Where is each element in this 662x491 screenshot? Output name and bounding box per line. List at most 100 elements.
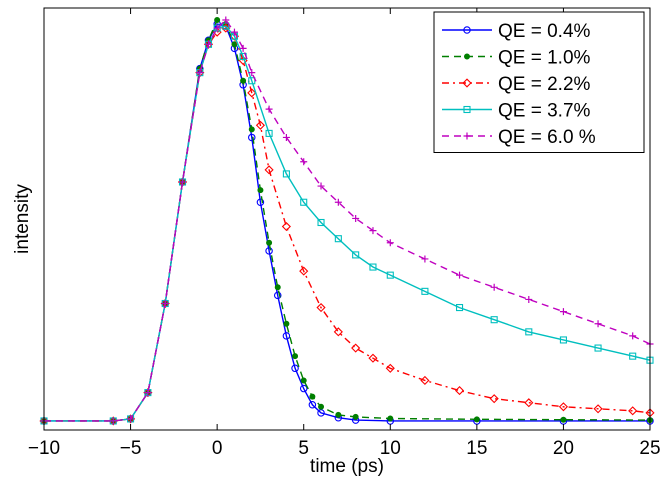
data-point [368,353,378,363]
data-point [265,105,273,113]
data-point [300,198,308,206]
data-point [127,415,135,423]
data-point [385,363,395,373]
legend-label: QE = 3.7% [498,101,591,122]
data-point [463,132,471,140]
legend-item: QE = 2.2% [442,74,591,95]
y-axis-label: intensity [12,184,33,254]
x-axis-label: time (ps) [310,456,384,477]
data-point [490,316,498,324]
data-point [204,40,212,48]
data-point [386,239,394,247]
data-point [558,402,569,412]
data-point [282,332,291,340]
data-point [317,182,325,190]
data-point [257,187,264,194]
legend-item: QE = 1.0% [442,48,591,69]
data-point [300,377,307,384]
data-point [239,44,247,52]
data-point [629,352,637,360]
data-point [386,271,394,279]
x-tick-label: 15 [466,438,487,459]
data-point [525,295,533,303]
data-point [421,287,429,295]
data-point [463,53,470,60]
data-point [248,77,256,85]
data-point [629,332,637,340]
x-tick-label: 20 [553,438,574,459]
legend-label: QE = 1.0% [498,48,591,69]
data-point [559,308,567,316]
data-point [352,413,359,420]
x-tick-label: 5 [298,438,309,459]
data-point [265,129,273,137]
data-point [283,320,290,327]
data-point [309,393,316,400]
data-point [196,69,204,77]
data-point [316,302,326,313]
data-point [161,300,169,307]
data-point [230,28,238,36]
legend-item: QE = 0.4% [442,21,591,42]
data-point [594,320,602,328]
data-point [308,400,317,409]
data-point [594,344,602,352]
data-point [352,251,360,259]
data-point [144,389,152,397]
ticks-layer: −10 −5 0 5 10 15 20 25 [28,8,661,459]
legend-box [433,11,645,153]
data-point [299,384,308,393]
data-point [274,284,281,291]
data-point [273,291,282,300]
data-point [525,328,533,336]
data-point [281,221,291,232]
data-point [213,24,221,32]
legend-label: QE = 0.4% [498,21,591,42]
series-2 [41,16,654,424]
data-point [489,394,499,404]
data-point [369,227,377,235]
legend-label: QE = 2.2% [498,74,591,95]
x-tick-label: 25 [639,438,660,459]
data-point [421,255,429,263]
data-point [387,415,394,422]
data-point [248,133,256,142]
series-5 [40,16,654,425]
data-point [524,398,534,408]
legend-label: QE = 6.0 % [498,127,596,148]
data-point [292,353,299,360]
data-point [179,178,187,186]
data-point [420,375,430,386]
data-point [256,198,265,207]
data-point [335,411,342,418]
legend: QE = 0.4% QE = 1.0% QE = 2.2% QE = 3.7% QE =… [433,11,645,153]
data-point [247,88,257,98]
data-point [282,170,290,178]
data-point [318,403,325,410]
series-line [44,18,651,422]
data-point [334,198,342,206]
data-point [559,336,567,344]
data-point [109,417,117,425]
data-point [264,165,274,175]
data-point [333,327,343,337]
data-point [463,26,471,34]
data-point [248,69,256,77]
data-point [282,133,290,141]
data-point [351,343,361,353]
data-point [593,404,603,414]
data-point [560,416,567,423]
series-layer [39,16,655,426]
x-tick-label: −5 [120,438,142,459]
data-point [291,364,299,373]
data-point [248,126,255,133]
data-point [240,77,247,84]
data-point [299,266,309,276]
data-point [369,263,377,271]
data-point [473,416,480,423]
legend-item: QE = 3.7% [442,101,591,122]
data-point [456,271,464,279]
data-point [265,247,273,255]
data-point [222,16,230,24]
